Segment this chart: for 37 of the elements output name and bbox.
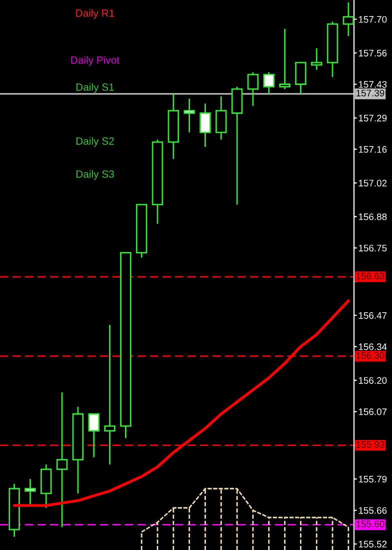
ref-line-label: 155.60 [356,520,384,528]
candlestick [295,62,306,95]
y-tick-label: 156.34 [358,343,387,350]
annotation: Daily Pivot [71,56,120,66]
y-tick-label: 157.56 [358,50,387,56]
candlestick [104,324,116,466]
candlestick [279,28,290,90]
candlestick [56,392,68,528]
y-tick-label: 155.52 [358,540,387,548]
candlestick [263,72,275,95]
y-tick-label: 157.70 [358,16,387,23]
ref-line-label: 157.39 [356,90,384,96]
candlestick [88,413,100,458]
ref-line-label: 156.30 [356,352,384,359]
candlestick [310,47,322,70]
y-tick-label: 156.75 [358,244,387,252]
y-tick-label: 156.20 [358,377,387,384]
candlestick [24,478,36,506]
ref-line-label: 156.63 [356,272,384,280]
annotation: Daily R1 [76,9,114,19]
annotation: Daily S1 [76,83,114,93]
y-tick-label: 156.88 [358,213,387,220]
candlestick [247,72,259,107]
y-tick-label: 157.43 [358,81,387,88]
y-tick-label: 157.02 [358,180,387,186]
annotation: Daily S2 [76,137,114,147]
y-tick-label: 157.16 [358,146,387,153]
y-tick-label: 157.29 [358,114,387,122]
candlestick [184,98,195,134]
candlestick [216,96,227,140]
candlestick [200,102,211,148]
ref-line-label: 155.93 [356,441,384,448]
y-tick-label: 156.07 [358,408,387,416]
annotation: Daily S3 [76,170,114,180]
y-tick-label: 155.79 [358,476,387,483]
y-tick-label: 156.47 [358,312,387,319]
y-tick-label: 155.66 [358,507,387,514]
